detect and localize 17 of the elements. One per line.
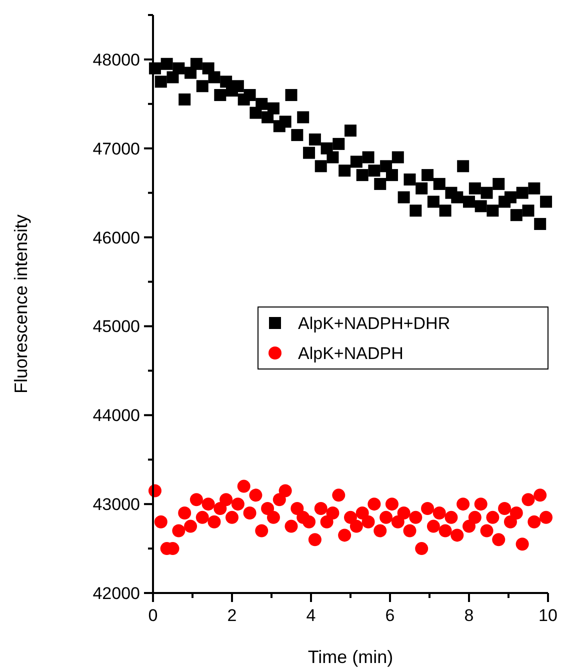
y-tick-label: 43000 [92,495,140,514]
x-tick-label: 10 [538,606,558,625]
y-tick-label: 46000 [92,228,140,248]
y-axis-title: Fluorescence intensity [11,214,31,394]
x-tick-label: 2 [227,606,237,625]
y-tick-label: 48000 [92,50,140,70]
y-tick-label: 45000 [92,317,140,336]
y-tick-label: 42000 [92,584,140,603]
x-tick-label: 8 [464,606,474,625]
y-tick-label: 47000 [92,139,140,158]
legend-label: AlpK+NADPH+DHR [298,314,450,333]
legend-label: AlpK+NADPH [298,344,404,363]
x-tick-label: 0 [148,606,158,625]
x-tick-label: 4 [306,606,316,625]
x-tick-label: 6 [385,606,395,625]
y-tick-label: 44000 [92,406,140,426]
x-axis-title: Time (min) [308,647,394,667]
